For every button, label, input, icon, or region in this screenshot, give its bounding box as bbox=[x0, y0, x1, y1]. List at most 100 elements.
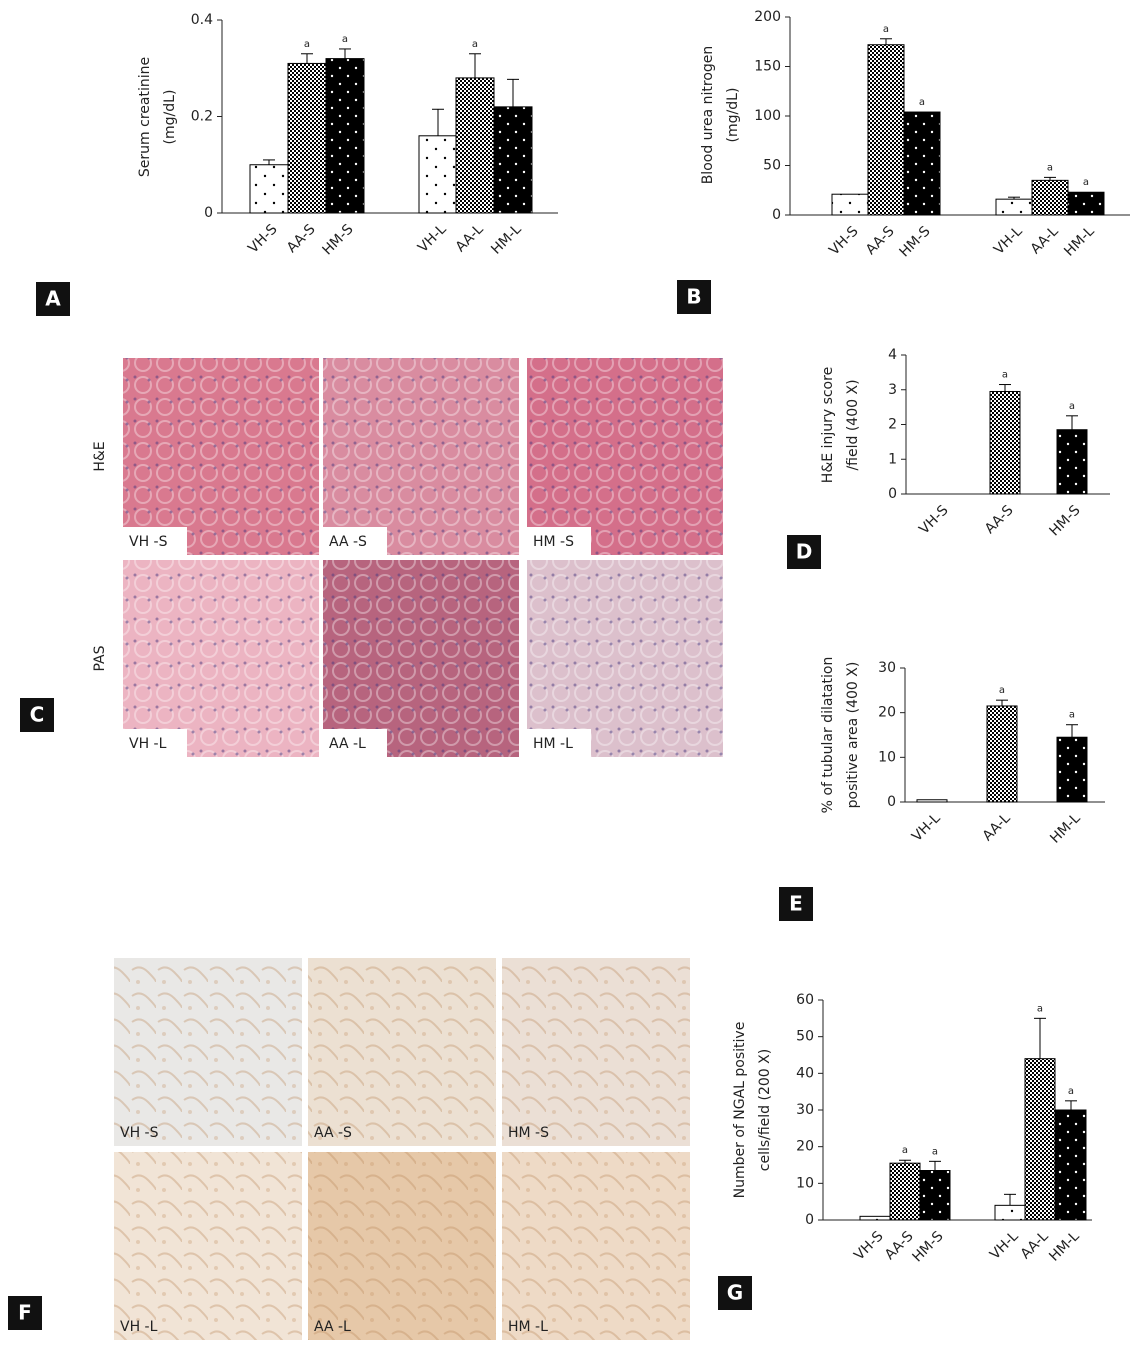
x-tick-label: HM-S bbox=[897, 223, 934, 260]
bar bbox=[1056, 736, 1088, 803]
y-tick-label: 10 bbox=[878, 749, 896, 765]
bar bbox=[989, 390, 1021, 495]
micrograph-texture bbox=[527, 560, 723, 757]
annotation: a bbox=[1037, 1003, 1043, 1014]
bar bbox=[867, 44, 905, 216]
x-tick-label: AA-L bbox=[980, 810, 1014, 844]
micrograph-texture bbox=[123, 358, 319, 555]
micrograph-texture bbox=[527, 358, 723, 555]
annotation: a bbox=[1083, 177, 1089, 188]
x-tick-label: VH-L bbox=[415, 221, 450, 256]
bar bbox=[903, 111, 941, 216]
panel-letter-box bbox=[36, 282, 70, 316]
y-axis-label: Number of NGAL positive bbox=[732, 1022, 748, 1199]
panel-letter-box bbox=[718, 1276, 752, 1310]
x-tick-label: VH-L bbox=[987, 1228, 1022, 1263]
annotation: a bbox=[472, 39, 478, 50]
panel-letter-box bbox=[8, 1296, 42, 1330]
y-tick-label: 0 bbox=[805, 1212, 814, 1228]
y-axis-label: (mg/dL) bbox=[725, 88, 741, 143]
x-tick-label: VH-L bbox=[909, 810, 944, 845]
x-tick-label: AA-S bbox=[863, 223, 898, 258]
x-tick-label: AA-L bbox=[453, 221, 487, 255]
image-label-box bbox=[527, 527, 591, 555]
x-tick-label: AA-S bbox=[882, 1228, 917, 1263]
bar bbox=[994, 1204, 1026, 1221]
x-tick-label: HM-S bbox=[320, 221, 357, 258]
row-label: H&E bbox=[92, 441, 108, 471]
y-tick-label: 30 bbox=[796, 1102, 814, 1118]
bar bbox=[889, 1162, 921, 1221]
y-tick-label: 3 bbox=[888, 382, 897, 398]
x-tick-label: HM-S bbox=[910, 1228, 947, 1265]
y-axis-label: cells/field (200 X) bbox=[757, 1049, 773, 1171]
annotation: a bbox=[1002, 370, 1008, 381]
image-label: AA -L bbox=[329, 736, 366, 752]
bar bbox=[418, 135, 458, 214]
x-tick-label: VH-L bbox=[991, 223, 1026, 258]
image-label: AA -S bbox=[314, 1125, 352, 1141]
y-axis-label: Blood urea nitrogen bbox=[700, 46, 716, 185]
micrograph-texture bbox=[502, 1152, 690, 1340]
y-tick-label: 1 bbox=[888, 451, 897, 467]
annotation: a bbox=[1047, 162, 1053, 173]
image-label: HM -S bbox=[508, 1125, 549, 1141]
y-tick-label: 0.4 bbox=[191, 12, 213, 28]
y-axis-label: /field (400 X) bbox=[845, 379, 861, 470]
bar bbox=[995, 198, 1033, 216]
x-tick-label: VH-S bbox=[826, 223, 861, 258]
annotation: a bbox=[932, 1146, 938, 1157]
y-tick-label: 100 bbox=[754, 108, 781, 124]
image-label-box bbox=[323, 527, 387, 555]
image-label-box bbox=[323, 729, 387, 757]
image-label: VH -L bbox=[120, 1319, 158, 1335]
image-label-box bbox=[123, 729, 187, 757]
annotation: a bbox=[919, 97, 925, 108]
y-axis-label: % of tubular dilatation bbox=[820, 657, 836, 814]
y-tick-label: 40 bbox=[796, 1065, 814, 1081]
image-label: AA -L bbox=[314, 1319, 351, 1335]
bar bbox=[916, 799, 948, 803]
y-tick-label: 4 bbox=[888, 347, 897, 363]
bar bbox=[919, 1170, 951, 1221]
y-axis-label: Serum creatinine bbox=[137, 57, 153, 177]
micrograph-texture bbox=[114, 1152, 302, 1340]
annotation: a bbox=[999, 685, 1005, 696]
annotation: a bbox=[1068, 1086, 1074, 1097]
x-tick-label: AA-L bbox=[1028, 223, 1062, 257]
y-tick-label: 0.2 bbox=[191, 109, 213, 125]
y-tick-label: 50 bbox=[763, 158, 781, 174]
panel-letter: B bbox=[686, 285, 701, 309]
annotation: a bbox=[1069, 401, 1075, 412]
y-tick-label: 0 bbox=[204, 205, 213, 221]
x-tick-label: VH-S bbox=[245, 221, 280, 256]
panel-letter-box bbox=[20, 698, 54, 732]
x-tick-label: AA-S bbox=[982, 502, 1017, 537]
y-tick-label: 60 bbox=[796, 992, 814, 1008]
image-label: VH -S bbox=[120, 1125, 159, 1141]
y-tick-label: 150 bbox=[754, 59, 781, 75]
panel-letter: F bbox=[18, 1301, 32, 1325]
bar bbox=[455, 77, 495, 214]
annotation: a bbox=[883, 24, 889, 35]
micrograph-texture bbox=[308, 958, 496, 1146]
x-tick-label: HM-S bbox=[1047, 502, 1084, 539]
x-tick-label: HM-L bbox=[488, 221, 525, 258]
x-tick-label: AA-S bbox=[284, 221, 319, 256]
y-axis-label: H&E injury score bbox=[820, 367, 836, 483]
row-label: PAS bbox=[92, 645, 108, 671]
y-tick-label: 0 bbox=[772, 207, 781, 223]
x-tick-label: HM-L bbox=[1046, 1228, 1083, 1265]
panel-letter: A bbox=[45, 287, 61, 311]
image-label: HM -S bbox=[533, 534, 574, 550]
panel-letter: G bbox=[727, 1281, 743, 1305]
panel-letter: C bbox=[30, 703, 45, 727]
bar bbox=[1056, 429, 1088, 495]
y-tick-label: 200 bbox=[754, 9, 781, 25]
image-label: AA -S bbox=[329, 534, 367, 550]
x-tick-label: HM-L bbox=[1047, 810, 1084, 847]
panel-letter-box bbox=[677, 280, 711, 314]
bar bbox=[1024, 1058, 1056, 1221]
annotation: a bbox=[902, 1145, 908, 1156]
